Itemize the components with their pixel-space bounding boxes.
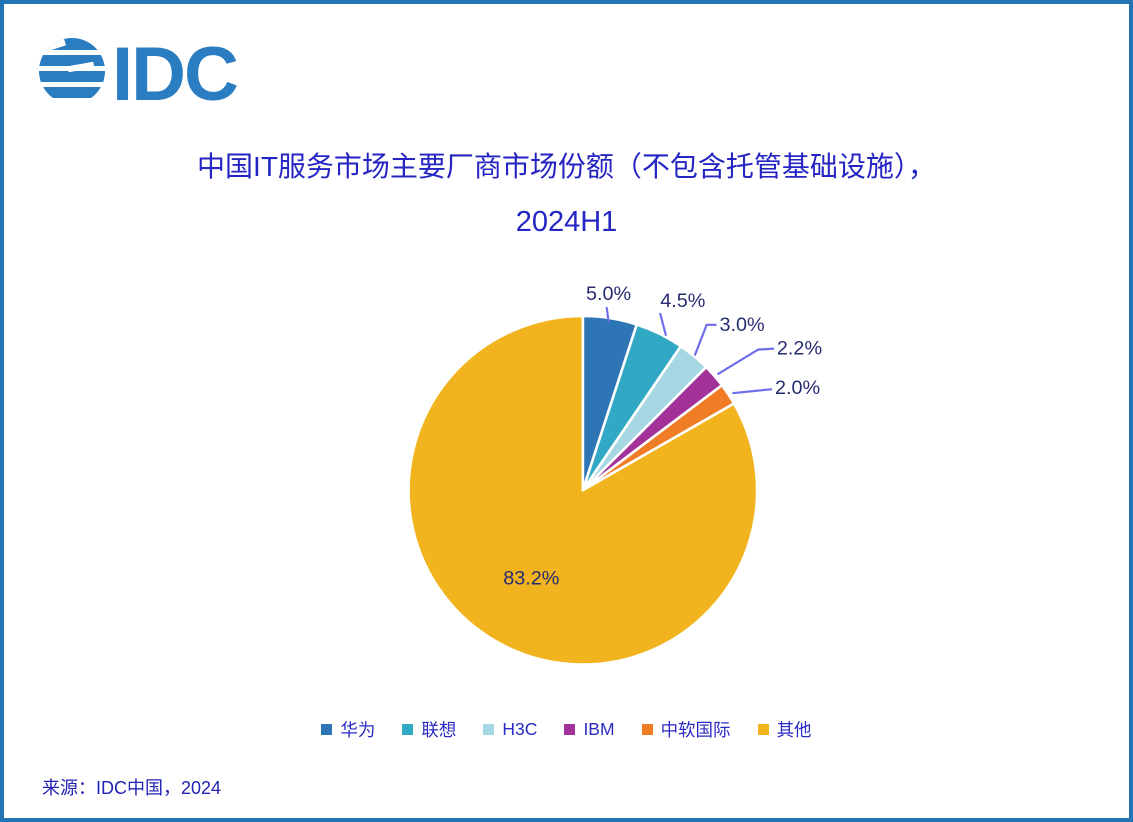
legend-item-label: 华为 xyxy=(340,720,376,740)
chart-title-line1: 中国IT服务市场主要厂商市场份额（不包含托管基础设施）， xyxy=(197,151,936,182)
leader-line-chinasoft-international xyxy=(732,388,773,395)
legend-swatch-others xyxy=(757,724,769,735)
legend-item-ibm: IBM xyxy=(564,719,615,740)
legend-item-label: 中软国际 xyxy=(660,720,731,740)
data-label-ibm: 2.2% xyxy=(777,338,822,360)
legend-swatch-h3c xyxy=(483,724,495,735)
pie-slice-others xyxy=(407,314,759,666)
source-note: 来源：IDC中国，2024 xyxy=(42,778,222,798)
legend-swatch-chinasoft-international xyxy=(641,724,653,735)
legend-item-label: H3C xyxy=(502,719,538,739)
legend-item-lenovo: 联想 xyxy=(402,717,456,742)
data-label-huawei: 5.0% xyxy=(586,283,631,305)
chart-legend: 华为 联想 H3C IBM 中软国际 其他 xyxy=(4,717,1129,742)
pie-chart: 5.0% 4.5% 3.0% 2.2% 2.0% 83.2% xyxy=(407,283,822,666)
legend-swatch-lenovo xyxy=(402,724,414,735)
legend-item-label: 其他 xyxy=(776,720,812,740)
leader-line-huawei xyxy=(605,306,610,323)
chart-title-line2: 2024H1 xyxy=(515,206,618,239)
legend-item-others: 其他 xyxy=(757,717,812,742)
leader-line-h3c xyxy=(693,323,717,356)
legend-item-label: 联想 xyxy=(421,720,457,740)
legend-swatch-ibm xyxy=(564,724,576,735)
data-label-h3c: 3.0% xyxy=(719,314,764,336)
legend-swatch-huawei xyxy=(321,724,333,735)
data-label-lenovo: 4.5% xyxy=(660,290,705,312)
legend-item-chinasoft-international: 中软国际 xyxy=(641,717,731,742)
leader-line-lenovo xyxy=(659,312,668,337)
legend-item-label: IBM xyxy=(583,719,615,739)
data-label-others: 83.2% xyxy=(503,567,559,589)
legend-item-huawei: 华为 xyxy=(321,717,375,742)
legend-item-h3c: H3C xyxy=(483,719,537,740)
chart-title: 中国IT服务市场主要厂商市场份额（不包含托管基础设施）， 2024H1 xyxy=(4,151,1129,240)
idc-logo-text: IDC xyxy=(112,34,237,108)
leader-line-ibm xyxy=(716,347,775,376)
idc-logo: IDC xyxy=(39,34,239,108)
data-label-chinasoft-international: 2.0% xyxy=(775,377,820,399)
